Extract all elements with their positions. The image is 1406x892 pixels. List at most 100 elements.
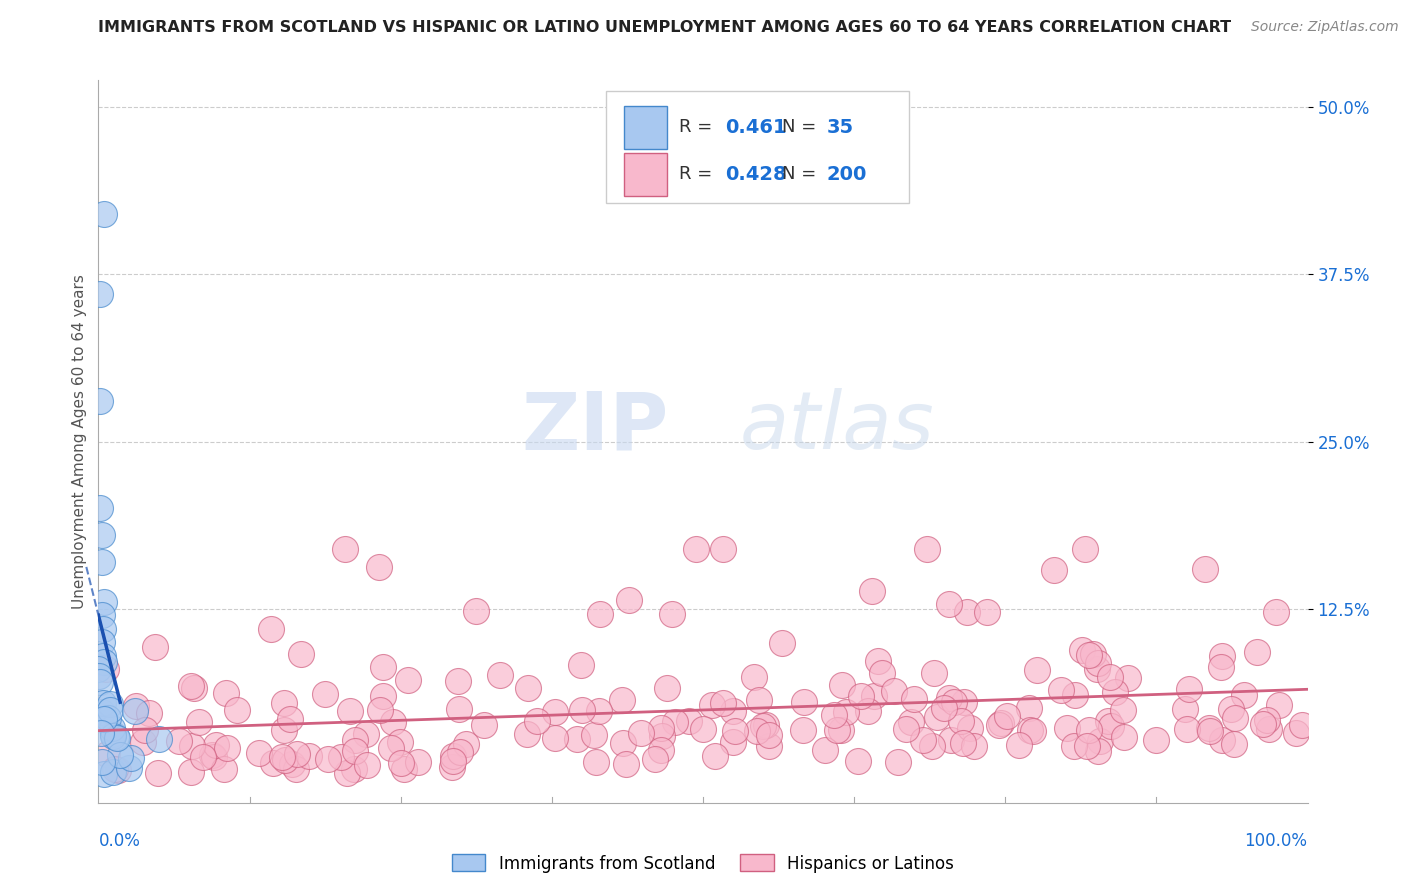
Point [93,207,115,221]
Point [644,752,666,766]
Point [655,681,678,696]
Point [903,692,925,706]
Point [1116,671,1139,685]
Point [108,748,131,763]
Point [1099,719,1122,733]
Point [316,752,339,766]
Point [271,750,294,764]
Point [692,722,714,736]
Point [1175,723,1198,737]
Point [143,640,166,654]
Point [333,541,356,556]
Point [887,755,910,769]
Point [1223,737,1246,751]
Point [107,763,129,777]
Point [146,766,169,780]
Point [1223,711,1246,725]
Point [281,757,304,772]
Point [314,687,336,701]
Text: N =: N = [782,165,821,183]
Point [1077,648,1099,662]
Point [526,714,548,728]
Point [792,723,814,738]
Text: 200: 200 [827,165,866,184]
Point [1233,688,1256,702]
Point [1194,562,1216,576]
Point [1018,723,1040,738]
Point [389,756,412,770]
Point [273,723,295,737]
Point [371,659,394,673]
Point [181,739,204,753]
Point [191,750,214,764]
Point [1251,717,1274,731]
Point [911,732,934,747]
Point [1097,714,1119,728]
Point [1085,662,1108,676]
Point [382,715,405,730]
Point [941,733,963,747]
Point [987,717,1010,731]
Point [188,715,211,730]
Text: ZIP: ZIP [522,388,669,467]
Point [91,608,114,623]
Point [103,727,125,741]
Point [685,541,707,556]
Point [93,712,115,726]
Point [823,707,845,722]
Point [956,605,979,619]
Bar [624,105,666,149]
Point [883,684,905,698]
Point [1220,701,1243,715]
Point [651,729,673,743]
Point [87,662,110,676]
Point [388,734,411,748]
Point [721,704,744,718]
Point [1064,689,1087,703]
Point [183,681,205,695]
Point [392,762,415,776]
Point [98,697,121,711]
Point [755,718,778,732]
Point [215,686,238,700]
Point [1070,643,1092,657]
Text: R =: R = [679,119,718,136]
Point [290,647,312,661]
Text: Source: ZipAtlas.com: Source: ZipAtlas.com [1251,20,1399,34]
Point [1018,701,1040,715]
Point [896,723,918,737]
Point [396,673,419,688]
Point [952,736,974,750]
Point [938,691,960,706]
Point [298,748,321,763]
Point [976,605,998,619]
Point [105,731,128,746]
Point [120,751,142,765]
Point [440,760,463,774]
Point [101,721,124,735]
Point [1211,733,1233,747]
Point [711,541,734,556]
Point [927,710,949,724]
Point [825,723,848,738]
Point [745,723,768,738]
Point [441,748,464,763]
Point [201,747,224,762]
Point [103,729,125,743]
Point [368,703,391,717]
Point [544,731,567,745]
Point [260,622,283,636]
Point [748,693,770,707]
Point [589,607,612,621]
Point [148,732,170,747]
Point [247,746,270,760]
Point [664,714,686,729]
Point [862,584,884,599]
Point [380,740,402,755]
Point [1178,681,1201,696]
Point [1198,722,1220,736]
Point [225,703,247,717]
Point [921,739,943,753]
FancyBboxPatch shape [606,91,908,203]
Point [1078,723,1101,738]
